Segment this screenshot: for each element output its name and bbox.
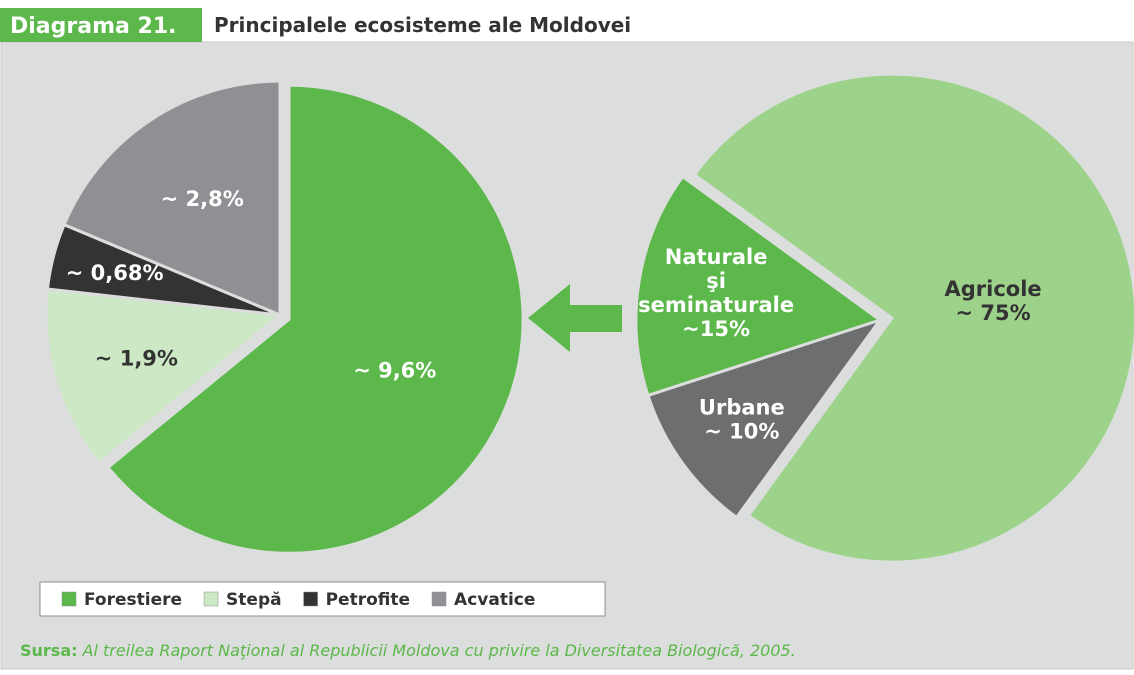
- title: Principalele ecosisteme ale Moldovei: [214, 13, 631, 37]
- slice-name: Urbane: [699, 395, 785, 419]
- source-label: Sursa:: [20, 641, 78, 660]
- pie-slice: [634, 174, 884, 398]
- data-label: ~15%: [682, 317, 750, 341]
- legend-label: Petrofite: [326, 590, 410, 610]
- arrow: [528, 284, 622, 352]
- source: Sursa: Al treilea Raport Naţional al Repu…: [20, 641, 796, 660]
- legend-swatch: [431, 591, 447, 607]
- legend-swatch: [61, 591, 77, 607]
- legend-label: Forestiere: [84, 590, 182, 610]
- data-label: ~ 9,6%: [353, 358, 436, 382]
- data-label: ~ 2,8%: [161, 187, 244, 211]
- title-tab: [0, 8, 202, 42]
- data-label: ~ 0,68%: [66, 261, 164, 285]
- legend-swatch: [303, 591, 318, 607]
- title-label: Diagrama 21.: [10, 14, 177, 39]
- pie-slice: [692, 72, 1134, 564]
- data-label: ~ 1,9%: [95, 346, 178, 370]
- data-label: ~ 75%: [955, 301, 1030, 325]
- slice-name: Agricole: [944, 277, 1041, 301]
- source-text: Al treilea Raport Naţional al Republicii…: [82, 641, 796, 660]
- charts: ~ 9,6% ~ 1,9% ~ 0,68% ~ 2,8% Forestiere Stepă…: [44, 72, 1134, 610]
- legend-swatch: [203, 591, 219, 607]
- pie-slice: [646, 317, 884, 520]
- pie-slice: [62, 79, 282, 318]
- data-label: ~ 10%: [704, 419, 779, 443]
- slice-name: Naturale şi seminaturale: [638, 245, 794, 317]
- legend-label: Acvatice: [454, 590, 535, 610]
- pie-slice: [44, 287, 284, 466]
- legend-label: Stepă: [226, 590, 282, 610]
- legend-box: [39, 581, 606, 617]
- pie-slice: [105, 83, 525, 555]
